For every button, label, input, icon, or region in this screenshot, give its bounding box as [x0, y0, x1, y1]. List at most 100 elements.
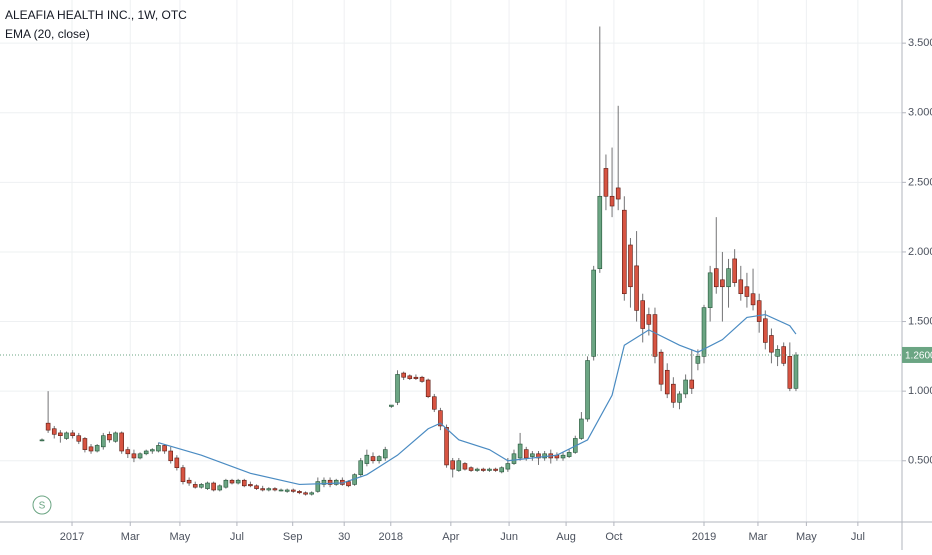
candle-body: [395, 374, 400, 403]
candle-body: [462, 463, 468, 470]
candle-body: [585, 360, 590, 420]
candle-body: [88, 446, 94, 452]
candle-body: [456, 460, 462, 471]
event-marker-label[interactable]: S: [39, 501, 46, 512]
candle-body: [248, 484, 253, 487]
candle-body: [376, 456, 382, 462]
candle-body: [131, 453, 137, 459]
y-tick-label: 2.5000: [908, 176, 932, 188]
candle-body: [192, 484, 198, 488]
candle-body: [100, 435, 106, 448]
x-tick-label: Mar: [121, 531, 140, 543]
candle-body: [597, 195, 603, 269]
x-tick-label: Apr: [442, 531, 459, 543]
candle-body: [70, 432, 75, 436]
candle-body: [683, 379, 688, 395]
candle-body: [119, 432, 124, 452]
y-tick-label: 3.5000: [908, 37, 932, 49]
candle-body: [174, 457, 180, 469]
candle-body: [450, 460, 455, 470]
candle-body: [45, 422, 51, 431]
candle-body: [566, 452, 572, 457]
candle-body: [217, 485, 223, 491]
candle-body: [94, 445, 100, 452]
candle-body: [241, 479, 247, 487]
candle-body: [382, 449, 388, 459]
candle-body: [481, 468, 486, 471]
candle-body: [76, 435, 82, 442]
candle-body: [51, 428, 57, 435]
candle-body: [346, 481, 351, 487]
x-tick-label: 2018: [379, 531, 403, 543]
y-tick-label: 1.0000: [908, 385, 932, 397]
candle-body: [303, 492, 308, 495]
candle-body: [732, 258, 737, 283]
candle-body: [64, 432, 69, 439]
candle-body: [511, 453, 517, 464]
candle-body: [671, 383, 676, 403]
candle-body: [713, 268, 719, 288]
candle-body: [223, 479, 229, 488]
candle-body: [720, 279, 725, 288]
candle-body: [156, 445, 161, 452]
candle-body: [756, 300, 762, 322]
candle-body: [664, 369, 670, 395]
candle-body: [333, 479, 339, 485]
candle-body: [168, 450, 174, 462]
y-tick-label: 3.0000: [908, 107, 932, 119]
candle-body: [278, 489, 284, 492]
x-tick-label: Jun: [500, 531, 518, 543]
candle-body: [143, 450, 149, 455]
event-marker[interactable]: [32, 495, 52, 515]
x-tick-label: Aug: [556, 531, 576, 543]
candle-body: [517, 443, 523, 459]
candle-body: [199, 484, 204, 488]
candle-body: [615, 187, 621, 200]
candle-body: [634, 265, 639, 311]
candle-body: [419, 376, 425, 382]
indicator-label: EMA (20, close): [5, 27, 90, 41]
y-tick-label: 1.5000: [908, 315, 932, 327]
candle-body: [321, 479, 327, 485]
plot: [0, 26, 902, 496]
candle-body: [591, 269, 596, 357]
candle-body: [763, 318, 768, 343]
candle-body: [787, 356, 793, 389]
grid: [0, 0, 902, 522]
x-tick-label: May: [170, 531, 191, 543]
last-price-box: [902, 346, 932, 363]
candle-body: [726, 268, 731, 288]
candle-body: [364, 454, 370, 464]
chart-title: ALEAFIA HEALTH INC., 1W, OTC: [5, 8, 187, 22]
candle-body: [125, 449, 131, 455]
x-tick-label: 30: [338, 531, 350, 543]
candle-body: [432, 396, 437, 410]
candle-body: [444, 427, 449, 466]
candle-body: [291, 489, 296, 492]
candle-body: [407, 375, 413, 379]
candle-body: [229, 479, 235, 484]
candle-body: [468, 467, 474, 471]
y-tick-label: 2.0000: [908, 246, 932, 258]
candle-body: [738, 279, 744, 295]
candle-body: [113, 432, 118, 442]
candle-body: [793, 354, 799, 389]
candle-body: [266, 488, 272, 491]
x-tick-label: 2017: [60, 531, 84, 543]
x-tick-label: May: [796, 531, 817, 543]
candle-body: [438, 410, 443, 427]
candle-body: [401, 372, 406, 378]
candle-body: [579, 418, 584, 439]
x-tick-label: Oct: [605, 531, 622, 543]
candle-body: [235, 479, 241, 484]
candle-body: [609, 195, 615, 207]
axis-labels: 0.5000 1.0000 1.5000 2.0000 2.5000 3.0000 3.50…: [60, 37, 932, 543]
candle-body: [628, 244, 633, 288]
candle-body: [689, 379, 695, 389]
candle-body: [652, 314, 658, 357]
candle-body: [137, 453, 143, 459]
candle-body: [58, 432, 63, 436]
candle-body: [474, 468, 480, 471]
candle-body: [640, 300, 646, 329]
